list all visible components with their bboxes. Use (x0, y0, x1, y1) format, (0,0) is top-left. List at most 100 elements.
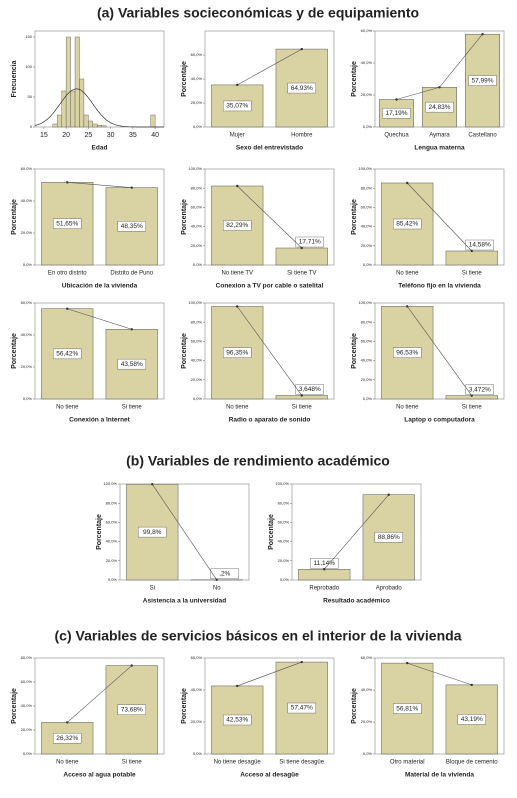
y-tick-label: 40,0% (191, 224, 203, 229)
y-tick-label: 80,0% (361, 185, 373, 190)
y-tick-label: 80,0% (21, 655, 33, 660)
value-label-box (223, 220, 252, 231)
value-label-box (117, 704, 146, 715)
x-axis-label: Resultado académico (323, 598, 390, 605)
y-tick-label: 60,0% (21, 300, 33, 305)
trend-line (324, 494, 389, 570)
value-label-box (223, 714, 252, 726)
value-label-box (287, 82, 316, 94)
x-tick-label: Distrito de Puno (110, 271, 153, 277)
trend-point (323, 568, 326, 571)
bar (298, 569, 351, 581)
x-axis-label: Asistencia a la universidad (143, 598, 226, 605)
value-label: 96,35% (226, 349, 248, 356)
y-tick-label: 80,0% (278, 500, 290, 505)
section-title: (b) Variables de rendimiento académico (126, 453, 390, 469)
bar (275, 661, 328, 755)
trend-line (67, 665, 132, 723)
trend-point (236, 305, 239, 308)
y-axis-label: Porcentaje (181, 688, 188, 724)
chart-panel: 0 50 100 150 Frecuencia Edad 15 20 25 30 35 40 (11, 30, 165, 152)
trend-point (470, 394, 473, 397)
x-tick-label: Si (150, 586, 155, 592)
histogram-bar (52, 123, 58, 128)
value-label-box (210, 568, 239, 580)
y-axis-label: Porcentaje (351, 333, 358, 369)
value-label: 73,68% (121, 707, 143, 714)
x-tick-label: Si tiene (122, 760, 143, 766)
trend-point (470, 249, 473, 253)
value-label: 11,14% (313, 560, 335, 567)
y-tick-label: 80,0% (361, 319, 373, 324)
histogram-bar (57, 114, 62, 128)
chart-panel: 0,0% 20,0% 40,0% 60,0%Porcentaje Sexo del en… (181, 30, 335, 152)
y-tick-label: 100,0% (358, 300, 372, 305)
value-label: 14,58% (469, 242, 491, 249)
value-label: 56,42% (56, 351, 78, 358)
trend-point (130, 186, 133, 189)
y-axis-label: Porcentaje (181, 199, 188, 235)
y-tick-label: 0,0% (193, 262, 203, 267)
y-tick-label: 100,0% (188, 166, 202, 171)
trend-line (237, 48, 302, 86)
section-title: (a) Variables socieconómicas y de equipa… (97, 5, 419, 21)
trend-point (130, 328, 133, 331)
y-axis-label: Porcentaje (96, 514, 103, 550)
x-tick-label: No tiene (396, 405, 419, 411)
y-tick-label: 0,0% (108, 577, 118, 582)
trend-line (237, 661, 302, 687)
y-tick-label: 20,0% (191, 100, 203, 105)
plot-frame (204, 302, 335, 400)
x-axis-label: Sexo del entrevistado (236, 145, 303, 152)
trend-point (406, 181, 409, 185)
y-tick-label: 100 (25, 64, 32, 69)
value-label-box (374, 532, 403, 543)
y-tick-label: 20,0% (191, 377, 203, 382)
x-tick-label: Si tiene desagüe (279, 760, 324, 766)
value-label-box (53, 218, 82, 229)
y-tick-label: 100,0% (358, 166, 372, 171)
trend-point (406, 305, 409, 308)
y-tick-label: 40,0% (278, 539, 290, 544)
chart-panel: 0,0% 20,0% 40,0% 60,0% Porcentaje Conexión a … (11, 300, 165, 424)
value-label: 57,99% (471, 77, 493, 84)
x-axis-label: Ubicación de la vivienda (62, 283, 138, 290)
y-tick-label: 40,0% (361, 224, 373, 229)
value-label-box (393, 347, 422, 358)
y-tick-label: 20,0% (21, 230, 33, 235)
y-axis-label: Porcentaje (181, 61, 188, 97)
y-tick-label: 0,0% (363, 396, 373, 401)
x-axis-label: Material de la vivienda (405, 772, 474, 779)
value-label-box (393, 218, 422, 230)
chart-panel: 0,0% 20,0% 40,0% 60,0% Porcentaje Acceso al d… (181, 655, 335, 779)
x-tick-label: Castellano (468, 133, 497, 139)
y-tick-label: 0,0% (23, 751, 33, 756)
y-tick-label: 0,0% (193, 751, 203, 756)
value-label: 64,93% (291, 85, 313, 92)
x-tick-label: Mujer (230, 133, 245, 139)
trend-point (66, 307, 69, 310)
chart-panel: 0,0% 20,0% 40,0% 60,0% Porcentaje Ubicación d… (11, 166, 165, 290)
y-tick-label: 80,0% (191, 185, 203, 190)
y-tick-label: 60,0% (191, 338, 203, 343)
y-tick-label: 60,0% (361, 28, 373, 33)
x-tick-label: 35 (129, 132, 137, 139)
trend-line (237, 185, 302, 249)
value-label: 26,32% (56, 735, 78, 742)
trend-point (395, 98, 398, 101)
y-tick-label: 60,0% (106, 519, 118, 524)
x-axis-label: Conexion a TV por cable o satelital (216, 283, 324, 290)
trend-line (407, 662, 472, 686)
value-label-box (382, 108, 411, 119)
chart-panel: 0,0% 20,0% 40,0% 60,0% 80,0% 100,0% Porcentaje… (268, 481, 422, 605)
trend-line (407, 182, 472, 252)
y-tick-label: 150 (25, 34, 32, 39)
plot-frame (204, 168, 335, 266)
value-label-box (223, 100, 252, 112)
value-label-box (393, 703, 422, 714)
x-tick-label: 15 (40, 132, 48, 139)
value-label: 82,29% (226, 222, 248, 229)
trend-point (215, 578, 218, 582)
x-tick-label: 40 (151, 132, 159, 139)
histogram-bar (70, 90, 76, 128)
